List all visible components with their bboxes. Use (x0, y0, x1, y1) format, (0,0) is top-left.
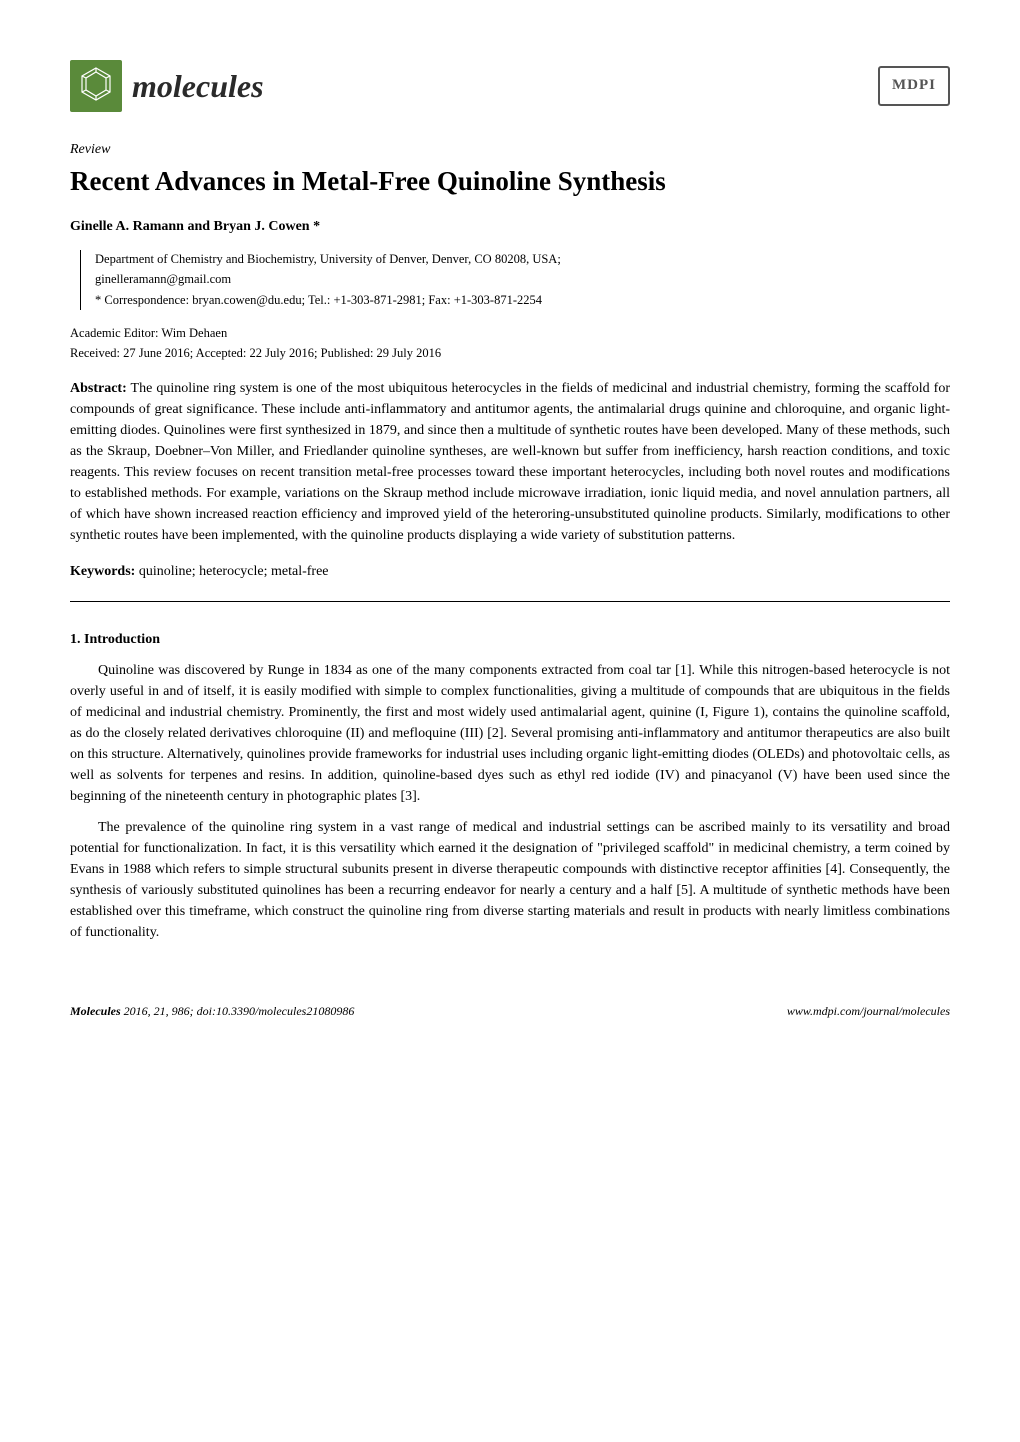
journal-logo-group: molecules (70, 60, 264, 112)
mdpi-logo-text: MDPI (892, 75, 936, 97)
authors: Ginelle A. Ramann and Bryan J. Cowen * (70, 217, 950, 237)
footer-citation-text: 2016, 21, 986; doi:10.3390/molecules2108… (121, 1004, 355, 1018)
keywords-text: quinoline; heterocycle; metal-free (139, 564, 329, 579)
section-heading-introduction: 1. Introduction (70, 630, 950, 650)
correspondence-line: * Correspondence: bryan.cowen@du.edu; Te… (95, 291, 950, 310)
molecules-logo-icon (70, 60, 122, 112)
affiliation-block: Department of Chemistry and Biochemistry… (80, 250, 950, 310)
section-divider (70, 601, 950, 602)
page-footer: Molecules 2016, 21, 986; doi:10.3390/mol… (70, 1003, 950, 1020)
academic-editor: Academic Editor: Wim Dehaen (70, 324, 950, 342)
mdpi-logo: MDPI (878, 66, 950, 106)
footer-citation: Molecules 2016, 21, 986; doi:10.3390/mol… (70, 1003, 354, 1020)
intro-paragraph-1: Quinoline was discovered by Runge in 183… (70, 660, 950, 807)
abstract-paragraph: Abstract: The quinoline ring system is o… (70, 378, 950, 546)
journal-name: molecules (132, 63, 264, 109)
affiliation-email: ginelleramann@gmail.com (95, 270, 950, 289)
affiliation-line: Department of Chemistry and Biochemistry… (95, 250, 950, 269)
article-type: Review (70, 140, 950, 160)
intro-paragraph-2: The prevalence of the quinoline ring sys… (70, 817, 950, 943)
page-header: molecules MDPI (70, 60, 950, 112)
publication-dates: Received: 27 June 2016; Accepted: 22 Jul… (70, 344, 950, 362)
abstract-text: The quinoline ring system is one of the … (70, 381, 950, 543)
footer-journal-name: Molecules (70, 1004, 121, 1018)
keywords-paragraph: Keywords: quinoline; heterocycle; metal-… (70, 562, 950, 582)
keywords-label: Keywords: (70, 564, 135, 579)
article-title: Recent Advances in Metal-Free Quinoline … (70, 162, 950, 201)
abstract-label: Abstract: (70, 381, 127, 396)
footer-url: www.mdpi.com/journal/molecules (787, 1003, 950, 1020)
